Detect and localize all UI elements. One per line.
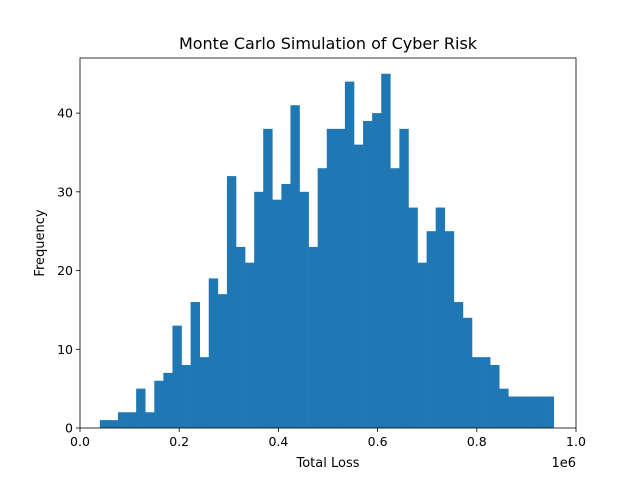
plot-frame [79, 57, 577, 429]
histogram-bar [172, 325, 182, 428]
y-tick-label: 0 [65, 421, 73, 436]
histogram-bar [208, 278, 219, 428]
histogram-bar [127, 412, 137, 428]
histogram-bar [471, 357, 482, 428]
x-tick-label: 1.0 [566, 434, 586, 449]
x-tick-label: 0.2 [169, 434, 189, 449]
y-tick-label: 20 [57, 263, 73, 278]
histogram-bar [108, 420, 119, 428]
histogram-bar [254, 191, 264, 428]
histogram-bar [217, 294, 228, 428]
chart-title: Monte Carlo Simulation of Cyber Risk [179, 34, 478, 53]
y-tick-label: 40 [57, 106, 73, 121]
x-tick-label: 0.6 [368, 434, 388, 449]
histogram-bar [272, 199, 282, 428]
histogram-bar [344, 81, 355, 429]
histogram-bar [136, 388, 146, 428]
histogram-bar [181, 365, 191, 428]
y-axis-label: Frequency [33, 209, 48, 276]
y-tick-label: 10 [57, 342, 73, 357]
histogram-bar [226, 176, 237, 428]
histogram-bar [435, 207, 446, 428]
histogram-bar [390, 168, 400, 428]
histogram-bar [544, 396, 554, 428]
histogram-bar [381, 73, 391, 429]
histogram-bar [290, 105, 300, 428]
histogram-bar [462, 317, 473, 428]
histogram-bar [154, 380, 164, 428]
y-axis-ticks: 0 10 20 30 40 [57, 106, 80, 436]
histogram-bar [490, 365, 500, 428]
histogram-bar [317, 168, 328, 428]
histogram-bar [453, 302, 464, 428]
histogram-bar [99, 420, 110, 428]
histogram-bar [408, 207, 418, 428]
histogram-bar [508, 396, 518, 428]
x-axis-offset-text: 1e6 [551, 456, 576, 471]
x-tick-label: 0.0 [70, 434, 90, 449]
x-axis-label: Total Loss [295, 456, 359, 471]
x-tick-label: 0.8 [467, 434, 487, 449]
histogram-bar [481, 357, 491, 428]
histogram-bar [163, 372, 173, 428]
histogram-bar [145, 412, 155, 428]
histogram-bar [417, 262, 427, 428]
histogram-bar [263, 128, 273, 428]
x-tick-label: 0.4 [268, 434, 288, 449]
histogram-bar [363, 120, 373, 428]
histogram-bar [517, 396, 527, 428]
histogram-bar [535, 396, 545, 428]
histogram-bar [526, 396, 536, 428]
histogram-bar [199, 357, 210, 428]
histogram-bar [499, 388, 509, 428]
histogram-bar [245, 262, 255, 428]
histogram-bar [353, 144, 364, 428]
histogram-bar [299, 191, 309, 428]
histogram-bar [335, 128, 346, 428]
histogram-bar [399, 128, 409, 428]
histogram-bar [190, 302, 200, 428]
histogram-bar [281, 183, 291, 428]
histogram-bar [235, 246, 246, 428]
histogram-bar [308, 246, 318, 428]
histogram-bar [426, 231, 436, 428]
x-axis-ticks: 0.0 0.2 0.4 0.6 0.8 1.0 [70, 428, 586, 449]
histogram-bars [99, 73, 554, 429]
histogram-bar [326, 128, 337, 428]
histogram-bar [372, 113, 382, 429]
histogram-bar [444, 231, 455, 428]
y-tick-label: 30 [57, 184, 73, 199]
histogram-bar [117, 412, 128, 428]
